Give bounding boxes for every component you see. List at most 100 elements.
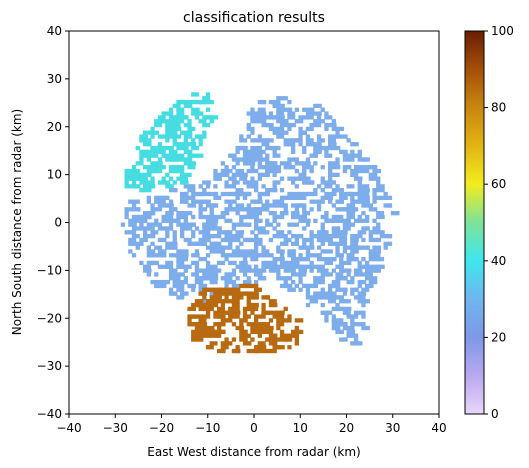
classification-cell [205,345,211,350]
classification-cell [168,253,174,258]
classification-cell [368,249,373,254]
classification-cell [231,172,237,178]
classification-cell [357,272,362,277]
classification-cell [342,260,352,266]
classification-cell [172,138,177,143]
classification-cell [143,149,148,155]
classification-cell [202,287,207,292]
classification-cell [217,214,226,220]
classification-cell [183,214,188,220]
classification-cell [198,211,203,216]
classification-cell [194,333,200,338]
classification-cell [294,222,299,227]
classification-cell [183,195,193,200]
classification-cell [309,264,314,269]
classification-cell [350,237,359,243]
classification-cell [235,195,240,200]
classification-cell [202,180,211,185]
classification-cell [365,218,370,223]
classification-cell [180,130,185,135]
classification-cell [342,310,348,315]
classification-cell [191,314,196,319]
classification-cell [294,256,299,262]
classification-cell [313,283,318,289]
classification-cell [213,341,218,346]
classification-cell [368,237,373,243]
classification-cell [376,222,381,227]
classification-cell [257,149,262,155]
classification-cell [376,176,381,181]
classification-cell [254,138,263,143]
classification-cell [335,245,340,250]
classification-cell [365,226,370,231]
classification-cell [242,249,252,254]
x-tick-label: 0 [250,421,258,435]
classification-cell [191,230,196,235]
classification-cell [231,191,237,197]
classification-cell [257,272,262,277]
classification-cell [172,276,177,281]
classification-cell [261,157,266,162]
classification-cell [150,161,155,166]
classification-cell [342,276,348,281]
classification-cell [239,241,244,246]
classification-cell [294,241,299,246]
classification-cell [224,276,229,281]
classification-cell [339,272,344,277]
classification-cell [228,318,233,323]
classification-cell [224,184,233,189]
classification-cell [365,260,370,266]
classification-cell [268,337,274,342]
classification-cell [157,122,163,128]
classification-cell [305,253,311,258]
classification-cell [324,230,329,235]
classification-cell [187,203,196,208]
classification-cell [250,115,259,120]
classification-cell [324,318,329,323]
classification-cell [187,119,192,124]
classification-cell [324,149,329,155]
classification-cell [257,145,262,151]
classification-cell [302,256,307,262]
classification-cell [276,337,281,342]
classification-cell [168,272,178,277]
classification-cell [254,325,259,331]
classification-cell [246,276,251,281]
classification-cell [135,199,140,204]
classification-cell [276,99,281,105]
classification-cell [246,222,251,227]
classification-cell [279,199,285,204]
classification-cell [161,119,171,124]
classification-cell [265,138,274,143]
classification-cell [302,283,307,289]
classification-cell [294,325,299,331]
classification-cell [342,322,348,327]
classification-cell [235,345,240,350]
classification-cell [231,272,237,277]
classification-cell [324,268,329,273]
classification-cell [235,291,240,296]
classification-cell [124,180,129,185]
classification-cell [357,260,362,266]
classification-cell [143,230,148,235]
classification-cell [154,283,159,289]
classification-cell [205,306,211,312]
classification-cell [272,115,277,120]
classification-cell [250,291,259,296]
classification-cell [316,256,322,262]
classification-cell [220,291,225,296]
classification-cell [368,264,373,269]
classification-cell [191,214,196,220]
classification-cell [305,222,311,227]
classification-cell [183,157,193,162]
classification-cell [228,291,233,296]
classification-cell [131,180,137,185]
classification-cell [254,168,259,174]
classification-cell [350,325,355,331]
classification-cell [128,237,133,243]
classification-cell [146,184,156,189]
classification-cell [191,188,196,193]
classification-cell [350,287,359,292]
classification-cell [316,268,322,273]
classification-cell [305,176,311,181]
